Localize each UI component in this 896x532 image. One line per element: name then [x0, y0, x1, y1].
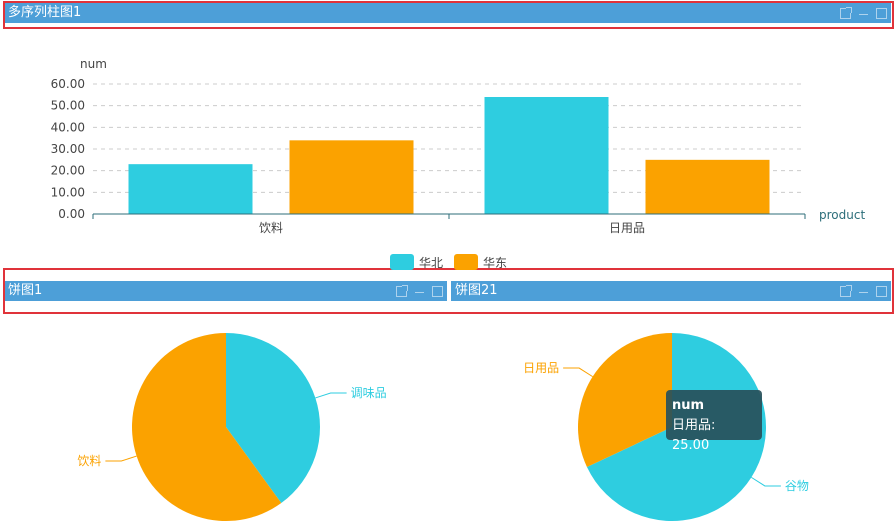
y-tick-label: 20.00 — [51, 164, 85, 178]
expand-icon[interactable] — [396, 284, 408, 297]
pie1-panel-header: 饼图1 — [4, 281, 447, 301]
y-axis-label: num — [80, 57, 107, 71]
pie-label: 调味品 — [351, 386, 387, 400]
pie-label-line — [105, 455, 137, 462]
y-tick-label: 0.00 — [58, 207, 85, 221]
pie-slice[interactable] — [226, 333, 320, 504]
pie2-tooltip: num 日用品: 25.00 — [666, 390, 762, 453]
x-tick-label: 饮料 — [259, 221, 283, 235]
bar-1-1[interactable] — [645, 159, 770, 214]
maximize-icon[interactable] — [432, 285, 443, 297]
y-tick-label: 40.00 — [51, 120, 85, 134]
legend-swatch[interactable] — [454, 254, 478, 270]
pie-label: 饮料 — [77, 454, 101, 468]
tooltip-title: num — [672, 398, 705, 413]
y-tick-label: 60.00 — [51, 77, 85, 91]
pie-slice[interactable] — [577, 333, 672, 468]
bar-0-1[interactable] — [289, 140, 414, 214]
bar-panel-header: 多序列柱图1 — [4, 3, 891, 23]
maximize-icon[interactable] — [876, 7, 887, 19]
pie-label: 日用品 — [523, 361, 559, 375]
bar-chart: 0.00 10.00 20.00 30.00 40.00 50.00 60.00 饮料 日用品… — [51, 57, 865, 270]
pie2-panel-header: 饼图21 — [451, 281, 891, 301]
x-axis-label: product — [819, 208, 865, 222]
bar-1-0[interactable] — [484, 97, 609, 214]
minimize-icon[interactable] — [414, 286, 425, 297]
pie-label-line — [751, 476, 781, 487]
minimize-icon[interactable] — [858, 286, 869, 297]
bar-panel-title: 多序列柱图1 — [8, 5, 82, 20]
legend-label[interactable]: 华北 — [419, 256, 443, 270]
y-tick-label: 30.00 — [51, 142, 85, 156]
legend-label[interactable]: 华东 — [483, 256, 507, 270]
minimize-icon[interactable] — [858, 8, 869, 19]
pie-label: 谷物 — [785, 479, 809, 493]
pie-label-line — [315, 392, 347, 399]
y-tick-label: 10.00 — [51, 185, 85, 199]
tooltip-text: 日用品: 25.00 — [672, 418, 716, 453]
pie2-panel-title: 饼图21 — [455, 283, 498, 298]
maximize-icon[interactable] — [876, 285, 887, 297]
legend-swatch[interactable] — [390, 254, 414, 270]
pie-slice[interactable] — [131, 333, 282, 521]
expand-icon[interactable] — [840, 6, 852, 19]
bar-0-0[interactable] — [128, 164, 253, 214]
pie1-panel-title: 饼图1 — [8, 283, 43, 298]
pie-label-line — [563, 367, 593, 378]
expand-icon[interactable] — [840, 284, 852, 297]
x-tick-label: 日用品 — [609, 221, 645, 235]
y-tick-label: 50.00 — [51, 99, 85, 113]
